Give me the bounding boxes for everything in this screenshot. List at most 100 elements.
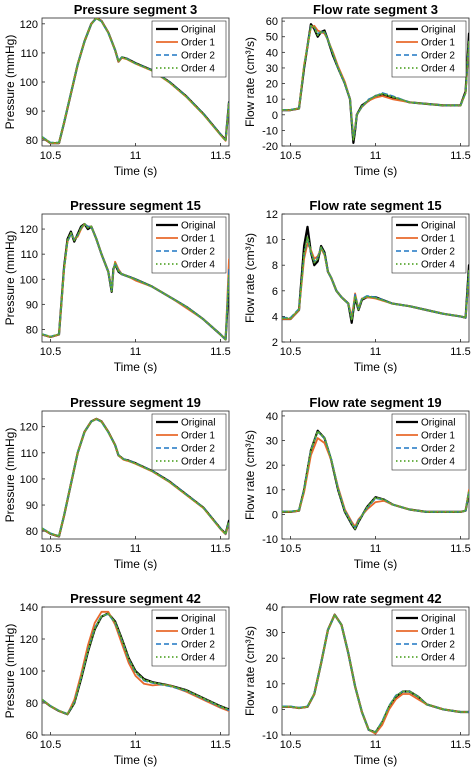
x-tick-label: 10.5 <box>40 346 61 358</box>
legend: Original Order 1 Order 2 Order 4 <box>391 609 467 667</box>
y-tick-label: 120 <box>20 422 38 434</box>
series-line-order-4 <box>282 236 469 322</box>
y-tick-label: 8 <box>272 260 278 272</box>
panel-title: Pressure segment 19 <box>70 395 201 410</box>
y-tick-label: 20 <box>266 653 278 665</box>
legend-label: Order 4 <box>181 64 215 75</box>
x-tick-label: 11 <box>130 150 141 162</box>
y-axis-label: Pressure (mmHg) <box>3 35 17 130</box>
legend-label: Original <box>421 614 455 625</box>
series-line-order-4 <box>42 18 229 144</box>
legend-label: Order 4 <box>181 457 215 468</box>
legend: Original Order 1 Order 2 Order 4 <box>151 413 227 471</box>
legend-box <box>391 609 467 667</box>
series-group <box>282 225 469 324</box>
legend-label: Order 4 <box>421 653 455 664</box>
legend-label: Order 2 <box>181 444 215 455</box>
x-axis-label: Time (s) <box>114 360 158 374</box>
legend-label: Original <box>421 418 455 429</box>
y-tick-label: 4 <box>272 311 278 323</box>
x-axis-label: Time (s) <box>114 164 158 178</box>
x-tick-label: 11 <box>370 543 381 555</box>
y-tick-label: -10 <box>262 125 278 137</box>
y-tick-label: 120 <box>20 634 38 646</box>
y-tick-label: 0 <box>272 509 278 521</box>
y-tick-label: -10 <box>262 534 278 546</box>
x-tick-label: 10.5 <box>280 739 301 751</box>
y-tick-label: 20 <box>266 460 278 472</box>
x-tick-label: 11 <box>130 346 141 358</box>
y-tick-label: 100 <box>20 77 38 89</box>
y-tick-label: 10 <box>266 235 278 247</box>
y-axis-label: Pressure (mmHg) <box>3 428 17 523</box>
y-tick-label: 100 <box>20 274 38 286</box>
y-axis-label: Pressure (mmHg) <box>3 624 17 719</box>
legend-label: Order 4 <box>181 653 215 664</box>
panel-title: Pressure segment 42 <box>70 591 201 606</box>
y-tick-label: 80 <box>26 698 38 710</box>
y-tick-label: 30 <box>266 436 278 448</box>
y-tick-label: 110 <box>20 48 38 60</box>
series-line-order-4 <box>42 223 229 341</box>
panel-2: Flow rate segment 3 10.5 11 11.5 -20 -10 0 10 20… <box>243 2 471 178</box>
y-tick-label: 2 <box>272 337 278 349</box>
x-tick-label: 10.5 <box>280 346 301 358</box>
y-tick-label: 40 <box>266 411 278 423</box>
x-tick-label: 11.5 <box>450 543 471 555</box>
legend: Original Order 1 Order 2 Order 4 <box>391 413 467 471</box>
y-tick-label: 0 <box>272 704 278 716</box>
y-tick-label: 10 <box>266 94 278 106</box>
y-tick-label: 90 <box>26 500 38 512</box>
legend-label: Order 2 <box>181 247 215 258</box>
x-tick-label: 10.5 <box>280 150 301 162</box>
legend: Original Order 1 Order 2 Order 4 <box>151 20 227 78</box>
legend-label: Order 4 <box>181 260 215 271</box>
series-group <box>282 23 469 144</box>
panel-title: Flow rate segment 15 <box>309 198 441 213</box>
x-tick-label: 11 <box>130 739 141 751</box>
x-tick-label: 11.5 <box>450 150 471 162</box>
series-group <box>42 18 229 145</box>
x-tick-label: 10.5 <box>40 150 61 162</box>
legend-label: Order 1 <box>421 234 455 245</box>
y-tick-label: 40 <box>266 602 278 614</box>
y-tick-label: -10 <box>262 730 278 742</box>
panel-title: Flow rate segment 42 <box>309 591 441 606</box>
legend-label: Order 2 <box>181 640 215 651</box>
legend-label: Order 4 <box>421 457 455 468</box>
y-tick-label: -20 <box>262 141 278 153</box>
series-group <box>42 610 229 716</box>
legend-label: Order 4 <box>421 260 455 271</box>
y-tick-label: 100 <box>20 666 38 678</box>
y-tick-label: 80 <box>26 526 38 538</box>
y-axis-label: Flow rate (cm³/s) <box>243 233 257 323</box>
x-axis-label: Time (s) <box>354 753 398 767</box>
legend-label: Original <box>421 25 455 36</box>
legend-box <box>391 20 467 78</box>
legend-label: Order 2 <box>421 247 455 258</box>
x-tick-label: 10.5 <box>280 543 301 555</box>
series-line-order-4 <box>42 418 229 537</box>
legend-label: Order 1 <box>181 431 215 442</box>
series-line-order-4 <box>282 614 469 734</box>
x-axis-label: Time (s) <box>114 753 158 767</box>
series-line-order-4 <box>282 24 469 141</box>
legend-label: Original <box>421 221 455 232</box>
y-tick-label: 90 <box>26 299 38 311</box>
panel-3: Pressure segment 15 10.5 11 11.5 80 90 100 110 1… <box>3 198 231 374</box>
y-tick-label: 12 <box>266 209 278 221</box>
y-tick-label: 110 <box>20 448 38 460</box>
y-tick-label: 110 <box>20 249 38 261</box>
legend-label: Order 1 <box>181 627 215 638</box>
legend-label: Order 1 <box>181 234 215 245</box>
legend-label: Order 1 <box>421 38 455 49</box>
panel-1: Pressure segment 3 10.5 11 11.5 80 90 100 110 12… <box>3 2 231 178</box>
legend-label: Order 1 <box>421 627 455 638</box>
x-tick-label: 10.5 <box>40 543 61 555</box>
x-tick-label: 11.5 <box>210 150 231 162</box>
x-axis-label: Time (s) <box>354 557 398 571</box>
legend-label: Order 4 <box>421 64 455 75</box>
legend-label: Original <box>181 614 215 625</box>
y-tick-label: 6 <box>272 286 278 298</box>
y-tick-label: 60 <box>266 16 278 28</box>
